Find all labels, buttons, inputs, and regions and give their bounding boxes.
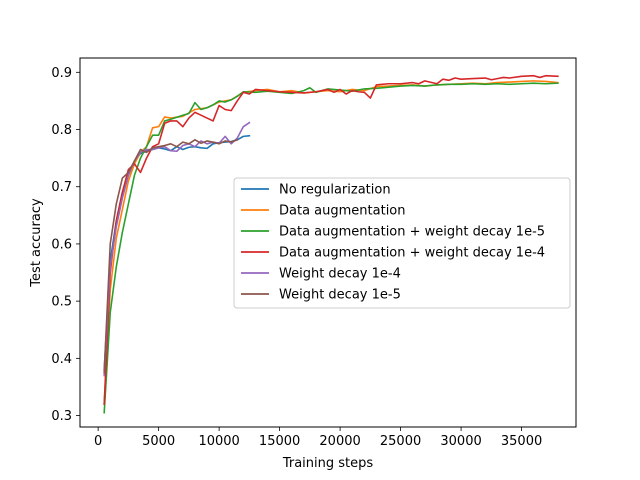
legend-label: No regularization [279,183,391,198]
y-tick-label: 0.7 [51,180,72,195]
x-tick-label: 35000 [501,434,542,449]
series-layer [103,74,559,414]
y-tick-label: 0.4 [51,352,72,367]
legend: No regularization Data augmentation Data a… [233,177,571,309]
x-tick-label: 10000 [198,434,239,449]
y-tick-label: 0.3 [51,409,72,424]
legend-label: Data augmentation + weight decay 1e-4 [279,246,545,261]
y-tick-label: 0.8 [51,123,72,138]
x-tick-label: 15000 [259,434,300,449]
x-tick-label: 0 [94,434,102,449]
legend-label: Data augmentation + weight decay 1e-5 [279,225,545,240]
y-tick-label: 0.5 [51,295,72,310]
series-line-6 [103,138,239,374]
legend-label: Weight decay 1e-4 [279,267,401,282]
x-tick-label: 20000 [319,434,360,449]
x-tick-label: 30000 [440,434,481,449]
y-tick-label: 0.6 [51,237,72,252]
series-line-5 [103,121,251,377]
x-axis: 0 5000 10000 15000 20000 25000 30000 35000 [94,427,542,449]
x-tick-label: 5000 [142,434,175,449]
legend-box [233,177,571,309]
plot-frame [79,57,577,428]
x-axis-label: Training steps [282,456,374,471]
legend-label: Data augmentation [279,204,406,219]
y-tick-label: 0.9 [51,66,72,81]
x-tick-label: 25000 [380,434,421,449]
y-axis-label: Test accuracy [29,198,44,288]
series-line-4 [103,74,559,405]
legend-label: Weight decay 1e-5 [279,288,401,303]
y-axis: 0.3 0.4 0.5 0.6 0.7 0.8 0.9 [51,66,80,424]
